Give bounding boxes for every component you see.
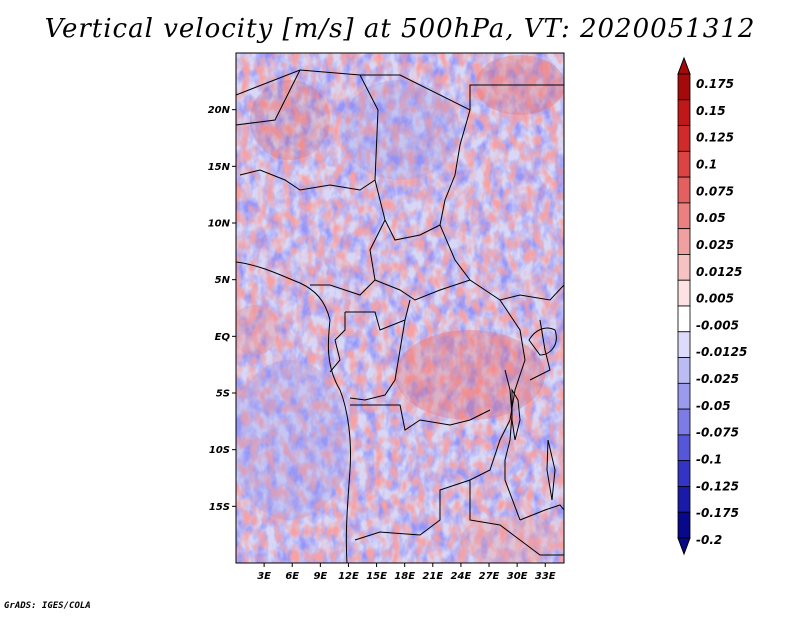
lon-tick-label: 3E xyxy=(257,571,271,582)
colorbar-swatch xyxy=(677,357,691,384)
lat-tick-label: 10N xyxy=(208,219,231,230)
colorbar-label: -0.025 xyxy=(696,372,739,386)
lat-tick-label: 20N xyxy=(208,105,231,116)
colorbar-label: -0.0125 xyxy=(696,345,747,359)
colorbar-swatch xyxy=(677,331,691,358)
colorbar-swatch xyxy=(677,176,691,204)
colorbar-label: -0.1 xyxy=(696,453,722,467)
colorbar-label: -0.2 xyxy=(696,533,722,547)
velocity-field xyxy=(236,53,564,563)
colorbar-swatch xyxy=(677,150,691,178)
west-coastline xyxy=(236,261,351,563)
colorbar-bottom-arrow xyxy=(677,537,691,556)
colorbar-swatch xyxy=(677,460,691,487)
colorbar-swatch xyxy=(677,382,691,410)
colorbar-label: -0.075 xyxy=(696,426,739,440)
colorbar-label: -0.175 xyxy=(696,506,739,520)
colorbar-label: 0.125 xyxy=(696,131,734,145)
lat-tick-label: 5S xyxy=(216,389,230,400)
colorbar-swatch xyxy=(677,73,691,101)
colorbar-swatch xyxy=(677,408,691,436)
colorbar-swatch xyxy=(677,228,691,255)
colorbar-label: 0.075 xyxy=(696,184,734,198)
colorbar: 0.175 0.15 0.125 0.1 0.075 0.05 0.025 0.0125 0.0… xyxy=(677,56,747,556)
colorbar-label: 0.1 xyxy=(696,157,717,171)
colorbar-swatch xyxy=(677,486,691,513)
lon-tick-label: 24E xyxy=(451,571,472,582)
colorbar-top-arrow xyxy=(677,56,691,75)
lat-tick-label: 15N xyxy=(208,162,231,173)
colorbar-swatch xyxy=(677,254,691,281)
lon-tick-label: 6E xyxy=(285,571,299,582)
latitude-axis: 20N 15N 10N 5N EQ 5S 10S 15S xyxy=(208,105,236,513)
colorbar-label: 0.15 xyxy=(696,104,726,118)
colorbar-label: 0.05 xyxy=(696,211,726,225)
chart-title: Vertical velocity [m/s] at 500hPa, VT: 2… xyxy=(44,14,756,44)
map-frame xyxy=(235,52,565,564)
lon-tick-label: 33E xyxy=(535,571,556,582)
lat-tick-label: 5N xyxy=(215,275,231,286)
colorbar-swatch xyxy=(677,125,691,152)
colorbar-label: -0.05 xyxy=(696,399,731,413)
lon-tick-label: 21E xyxy=(422,571,443,582)
lon-tick-label: 15E xyxy=(366,571,387,582)
colorbar-swatch xyxy=(677,202,691,230)
lake-malawi xyxy=(546,439,556,501)
lon-tick-label: 27E xyxy=(479,571,500,582)
colorbar-swatch xyxy=(677,99,691,126)
colorbar-label: 0.0125 xyxy=(696,265,742,279)
colorbar-swatch xyxy=(677,511,691,539)
colorbar-label: 0.025 xyxy=(696,238,734,252)
colorbar-label: 0.005 xyxy=(696,292,734,306)
colorbar-label: -0.005 xyxy=(696,318,739,332)
colorbar-label: 0.175 xyxy=(696,77,734,91)
colorbar-swatch xyxy=(677,434,691,462)
lat-tick-label: EQ xyxy=(215,332,231,343)
lon-tick-label: 9E xyxy=(313,571,327,582)
lon-tick-label: 12E xyxy=(338,571,359,582)
colorbar-swatch xyxy=(677,279,691,307)
lat-tick-label: 15S xyxy=(209,502,230,513)
lon-tick-label: 30E xyxy=(507,571,528,582)
grads-credit: GrADS: IGES/COLA xyxy=(4,601,91,611)
longitude-axis: 3E 6E 9E 12E 15E 18E 21E 24E 27E 30E 33E xyxy=(257,563,556,582)
colorbar-label: -0.125 xyxy=(696,479,739,493)
lake-victoria xyxy=(528,327,557,356)
colorbar-swatch xyxy=(677,305,691,333)
lon-tick-label: 18E xyxy=(394,571,415,582)
lat-tick-label: 10S xyxy=(209,445,230,456)
map-borders xyxy=(236,69,564,563)
lake-tanganyika xyxy=(511,388,521,441)
